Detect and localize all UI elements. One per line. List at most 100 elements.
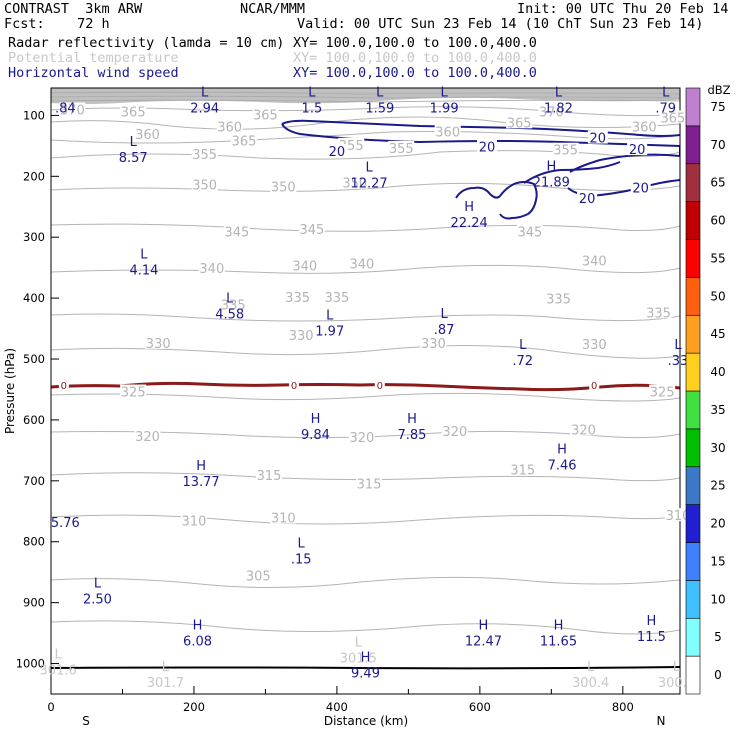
theta-extremum-kind: L [355, 635, 363, 650]
theta-contour-label: 335 [221, 298, 246, 313]
wind-extremum-kind: L [519, 338, 527, 353]
forecast-hour: Fcst: 72 h [4, 16, 110, 32]
wind-contour-label: 20 [329, 145, 346, 160]
theta-contour-label: 330 [146, 337, 171, 352]
wind-label-bg [627, 142, 648, 156]
theta-contour-label: 320 [135, 430, 160, 445]
wind-extremum-value: 9.49 [351, 667, 380, 682]
theta-contour-label: 310 [271, 512, 296, 527]
colorbar-level-label: 35 [710, 403, 725, 417]
theta-contour-label: 335 [546, 292, 571, 307]
theta-label-bg [516, 224, 543, 238]
theta-contour-label: 350 [342, 177, 367, 192]
field-reflectivity-name: Radar reflectivity (lamda = 10 cm) [8, 35, 285, 51]
theta-extremum-value: 301.7 [147, 676, 184, 691]
wind-extremum-kind: H [407, 412, 417, 427]
theta-label-bg [223, 224, 250, 238]
colorbar-level-label: 25 [710, 479, 725, 493]
theta-contour-label: 345 [299, 223, 324, 238]
theta-label-bg [270, 510, 297, 524]
wind-extremum-kind: L [376, 85, 384, 100]
wind-extremum-value: 1.59 [365, 101, 394, 116]
wind-extremum-value: 4.14 [129, 263, 158, 278]
wind-extremum-kind: L [365, 160, 373, 175]
theta-contour-label: 355 [192, 148, 217, 163]
field-wind-name: Horizontal wind speed [8, 65, 179, 81]
theta-label-bg [270, 179, 297, 193]
theta-contour-label: 355 [553, 144, 578, 159]
zero-contour-label: 0 [61, 381, 67, 392]
theta-contour-label: 340 [292, 259, 317, 274]
theta-label-bg [570, 422, 597, 436]
field-wind-xy: XY= 100.0,100.0 to 100.0,400.0 [293, 65, 537, 81]
theta-contour-label: 310 [666, 509, 691, 524]
wind-20-contours [281, 119, 680, 220]
x-tick-label: 600 [469, 700, 491, 714]
wind-extremum-kind: L [441, 85, 449, 100]
theta-label-bg [341, 175, 368, 189]
zero-reflectivity-contour [51, 381, 680, 392]
theta-contour-label: 315 [257, 469, 282, 484]
wind-extremum-value: .15 [291, 553, 312, 568]
theta-contour-label: 330 [289, 329, 314, 344]
wind-label-bg [630, 180, 651, 194]
y-tick-label: 300 [23, 230, 45, 244]
model-title: CONTRAST 3km ARW [4, 1, 143, 17]
theta-extremum-value: 301.6 [40, 664, 77, 679]
theta-label-bg [323, 290, 350, 304]
stratosphere-contours [51, 91, 680, 103]
theta-label-bg [288, 327, 315, 341]
wind-extremum-value: .72 [512, 354, 533, 369]
theta-label-bg [256, 467, 283, 481]
colorbar-swatch [685, 466, 701, 505]
wind-extremum-kind: H [311, 412, 321, 427]
theta-contour-label: 370 [539, 105, 564, 120]
theta-contour-label: 340 [582, 255, 607, 270]
wind-extremum-value: 7.46 [548, 458, 577, 473]
wind-extremum-kind: H [193, 618, 203, 633]
wind-contour-label: 20 [579, 192, 596, 207]
theta-contour-label: 360 [632, 121, 657, 136]
y-tick-label: 700 [23, 474, 45, 488]
wind-extremum-kind: H [361, 651, 371, 666]
wind-extremum-value: 2.50 [83, 592, 112, 607]
wind-extrema-layer: .84L2.94L1.5L1.59L1.99L1.82L.79L8.57L12.… [51, 85, 689, 681]
colorbar-level-label: 10 [710, 592, 725, 606]
wind-extremum-kind: L [298, 537, 306, 552]
zero-contour-label: 0 [291, 381, 297, 392]
theta-contour-label: 305 [246, 569, 271, 584]
theta-label-bg [434, 124, 461, 138]
wind-extremum-kind: H [196, 459, 206, 474]
y-tick-label: 100 [23, 108, 45, 122]
colorbar-level-label: 55 [710, 251, 725, 265]
wind-extremum-value: 1.97 [315, 324, 344, 339]
colorbar-swatch [685, 655, 701, 695]
wind-contour-label: 20 [590, 132, 607, 147]
wind-extremum-value: 9.84 [301, 428, 330, 443]
colorbar-swatch [685, 504, 701, 543]
theta-label-bg [420, 335, 447, 349]
theta-contour-label: 330 [582, 338, 607, 353]
wind-extremum-value: 1.99 [430, 101, 459, 116]
y-tick-label: 500 [23, 352, 45, 366]
theta-label-bg [220, 297, 247, 311]
colorbar-level-label: 75 [710, 100, 725, 114]
wind-label-bg [587, 130, 608, 144]
south-end-label: S [82, 714, 90, 728]
colorbar-level-label: 65 [710, 176, 725, 190]
theta-contour-label: 355 [389, 142, 414, 157]
wind-extremum-value: 12.47 [465, 634, 502, 649]
wind-extremum-kind: L [674, 338, 682, 353]
wind-contour-label: 20 [479, 141, 496, 156]
colorbar-level-label: 5 [714, 630, 722, 644]
colorbar-swatch [685, 239, 701, 278]
zero-label-bg [589, 379, 600, 391]
theta-contour-label: 325 [121, 386, 146, 401]
wind-extremum-kind: H [554, 618, 564, 633]
theta-label-bg [581, 337, 608, 351]
colorbar-swatch [685, 125, 701, 165]
wind-extremum-value: 1.82 [544, 101, 573, 116]
field-theta-xy: XY= 100.0,100.0 to 100.0,400.0 [293, 50, 537, 66]
theta-label-bg [191, 146, 218, 160]
